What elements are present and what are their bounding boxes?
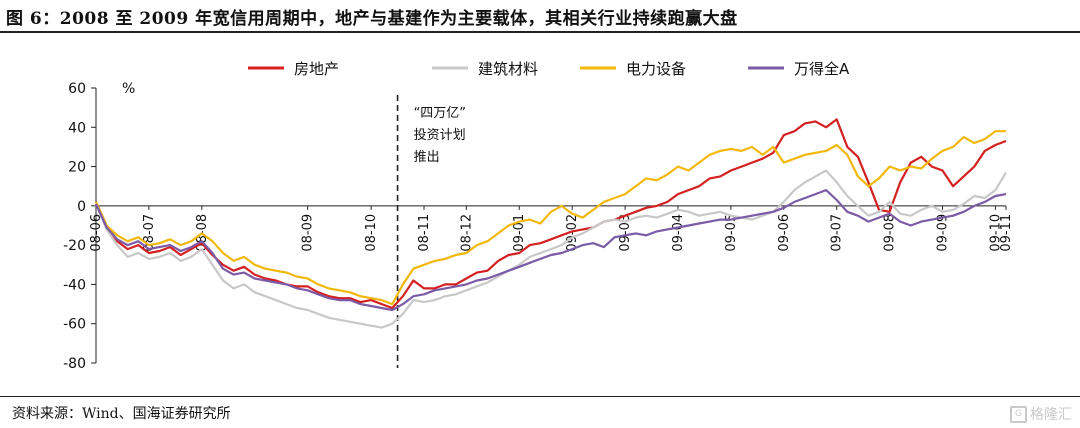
x-tick-label: 09-03 [618, 214, 633, 252]
x-tick-label: 08-10 [364, 214, 379, 252]
watermark: G 格隆汇 [1010, 404, 1072, 424]
legend-label: 万得全A [794, 60, 850, 78]
x-tick-label: 08-09 [301, 214, 316, 252]
y-tick-label: -80 [63, 356, 86, 372]
annotation-text: 推出 [414, 150, 440, 165]
y-tick-label: -60 [63, 317, 86, 333]
y-tick-label: -40 [63, 277, 86, 293]
legend-label: 电力设备 [626, 60, 686, 78]
y-axis-unit: % [122, 81, 135, 97]
series-line-3 [94, 130, 1006, 306]
series-line-2 [94, 169, 1007, 329]
y-tick-label: 0 [77, 199, 86, 215]
annotation-text: “四万亿” [414, 106, 466, 121]
watermark-text: 格隆汇 [1030, 407, 1072, 423]
x-tick-label: 08-12 [459, 214, 474, 252]
series-line-1 [94, 118, 1007, 310]
x-tick-label: 09-02 [565, 214, 580, 252]
x-tick-label: 08-06 [89, 214, 104, 252]
x-tick-label: 09-07 [830, 214, 845, 252]
x-tick-label: 09-06 [777, 214, 792, 252]
x-tick-label: 09-05 [724, 214, 739, 252]
watermark-logo-icon: G [1010, 405, 1027, 423]
series-line-4 [94, 189, 1007, 312]
figure-title: 图 6：2008 至 2009 年宽信用周期中，地产与基建作为主要载体，其相关行… [6, 9, 738, 29]
y-tick-label: 40 [68, 120, 86, 136]
legend-label: 房地产 [294, 60, 339, 78]
x-tick-label: 08-11 [417, 214, 432, 252]
y-tick-label: 60 [68, 81, 86, 97]
top-rule [0, 31, 1080, 33]
x-tick-label: 09-11 [999, 214, 1014, 252]
bottom-rule [0, 396, 1080, 397]
source-note: 资料来源：Wind、国海证券研究所 [12, 406, 231, 422]
x-tick-label: 09-08 [883, 214, 898, 252]
annotation-text: 投资计划 [414, 127, 466, 143]
x-tick-label: 09-04 [671, 214, 686, 252]
x-tick-label: 09-09 [936, 214, 951, 252]
x-tick-label: 09-10 [988, 214, 1003, 252]
y-tick-label: -20 [63, 238, 86, 254]
legend-label: 建筑材料 [478, 60, 538, 78]
y-tick-label: 20 [68, 160, 86, 176]
